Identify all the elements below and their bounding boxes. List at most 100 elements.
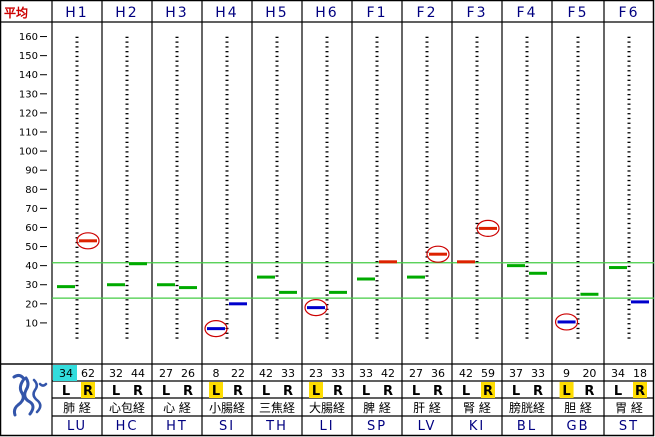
scale-dot (325, 55, 329, 58)
channel-header-H3: H3 (165, 5, 188, 21)
scale-dot (425, 284, 429, 287)
right-label-F4: R (533, 384, 543, 399)
scale-dot (576, 222, 580, 225)
scale-dot (275, 74, 279, 77)
left-label-H5: L (262, 384, 270, 399)
scale-dot (325, 165, 329, 167)
scale-dot (275, 313, 279, 315)
scale-dot (525, 74, 529, 77)
scale-dot (275, 55, 279, 58)
scale-dot (325, 117, 329, 120)
scale-dot (75, 198, 79, 201)
scale-dot (75, 232, 79, 234)
marker-left-H6 (307, 306, 325, 310)
scale-dot (275, 156, 279, 158)
scale-dot (125, 270, 129, 272)
scale-dot (627, 261, 631, 263)
scale-dot (425, 237, 429, 239)
scale-dot (525, 117, 529, 120)
scale-dot (75, 313, 79, 315)
scale-dot (525, 55, 529, 58)
left-value-F6: 34 (611, 367, 625, 380)
scale-dot (425, 241, 429, 244)
scale-dot (275, 136, 279, 139)
marker-left-F1 (357, 277, 375, 281)
meridian-name-H1: 肺 経 (63, 401, 91, 415)
scale-dot (125, 108, 129, 110)
scale-dot (225, 203, 229, 206)
scale-dot (475, 251, 479, 253)
channel-header-F2: F2 (417, 5, 438, 21)
scale-dot (225, 189, 229, 191)
scale-dot (525, 156, 529, 158)
scale-dot (325, 318, 329, 320)
scale-dot (576, 275, 580, 277)
scale-dot (75, 323, 79, 325)
scale-dot (225, 299, 229, 301)
marker-right-F4 (529, 271, 547, 275)
left-label-H6: L (312, 384, 320, 399)
scale-dot (225, 70, 229, 72)
right-value-H6: 33 (331, 367, 345, 380)
scale-dot (627, 256, 631, 258)
scale-dot (225, 117, 229, 120)
scale-dot (576, 98, 580, 101)
scale-dot (325, 313, 329, 315)
scale-dot (275, 275, 279, 277)
scale-dot (275, 227, 279, 229)
meridian-figure-icon (12, 373, 48, 417)
right-label-F2: R (433, 384, 443, 399)
scale-dot (75, 160, 79, 163)
scale-dot (275, 132, 279, 134)
scale-dot (275, 175, 279, 177)
scale-dot (225, 232, 229, 234)
scale-dot (275, 41, 279, 43)
scale-dot (175, 332, 179, 334)
meridian-abbr-H6: LI (319, 419, 334, 434)
scale-dot (475, 327, 479, 330)
marker-right-H5 (279, 290, 297, 294)
meridian-name-H5: 三焦経 (259, 401, 295, 415)
scale-dot (175, 146, 179, 148)
scale-dot (576, 289, 580, 291)
scale-dot (225, 79, 229, 81)
scale-dot (325, 127, 329, 129)
scale-dot (525, 256, 529, 258)
scale-dot (75, 308, 79, 311)
scale-dot (225, 237, 229, 239)
scale-dot (576, 198, 580, 201)
scale-dot (275, 327, 279, 330)
scale-dot (125, 308, 129, 311)
scale-dot (75, 89, 79, 91)
scale-dot (225, 337, 229, 339)
scale-dot (275, 241, 279, 244)
marker-left-H4 (207, 327, 225, 331)
meridian-name-F1: 脾 経 (363, 400, 391, 415)
scale-dot (475, 65, 479, 67)
scale-dot (576, 284, 580, 287)
scale-dot (627, 93, 631, 96)
scale-dot (75, 127, 79, 129)
scale-dot (576, 270, 580, 272)
scale-dot (125, 213, 129, 215)
scale-dot (225, 113, 229, 115)
scale-dot (425, 175, 429, 177)
scale-dot (375, 256, 379, 258)
scale-dot (125, 237, 129, 239)
scale-dot (225, 51, 229, 53)
scale-dot (375, 323, 379, 325)
scale-dot (525, 113, 529, 115)
scale-dot (275, 65, 279, 67)
meridian-abbr-F6: ST (619, 419, 639, 434)
scale-dot (475, 189, 479, 191)
scale-dot (425, 132, 429, 134)
marker-left-H3 (157, 283, 175, 287)
average-label: 平均 (4, 5, 28, 20)
scale-dot (375, 41, 379, 43)
scale-dot (275, 84, 279, 86)
marker-circle (204, 320, 228, 338)
scale-dot (325, 218, 329, 220)
scale-dot (75, 132, 79, 134)
scale-tick-label: 150 (19, 51, 38, 62)
scale-dot (576, 74, 580, 77)
